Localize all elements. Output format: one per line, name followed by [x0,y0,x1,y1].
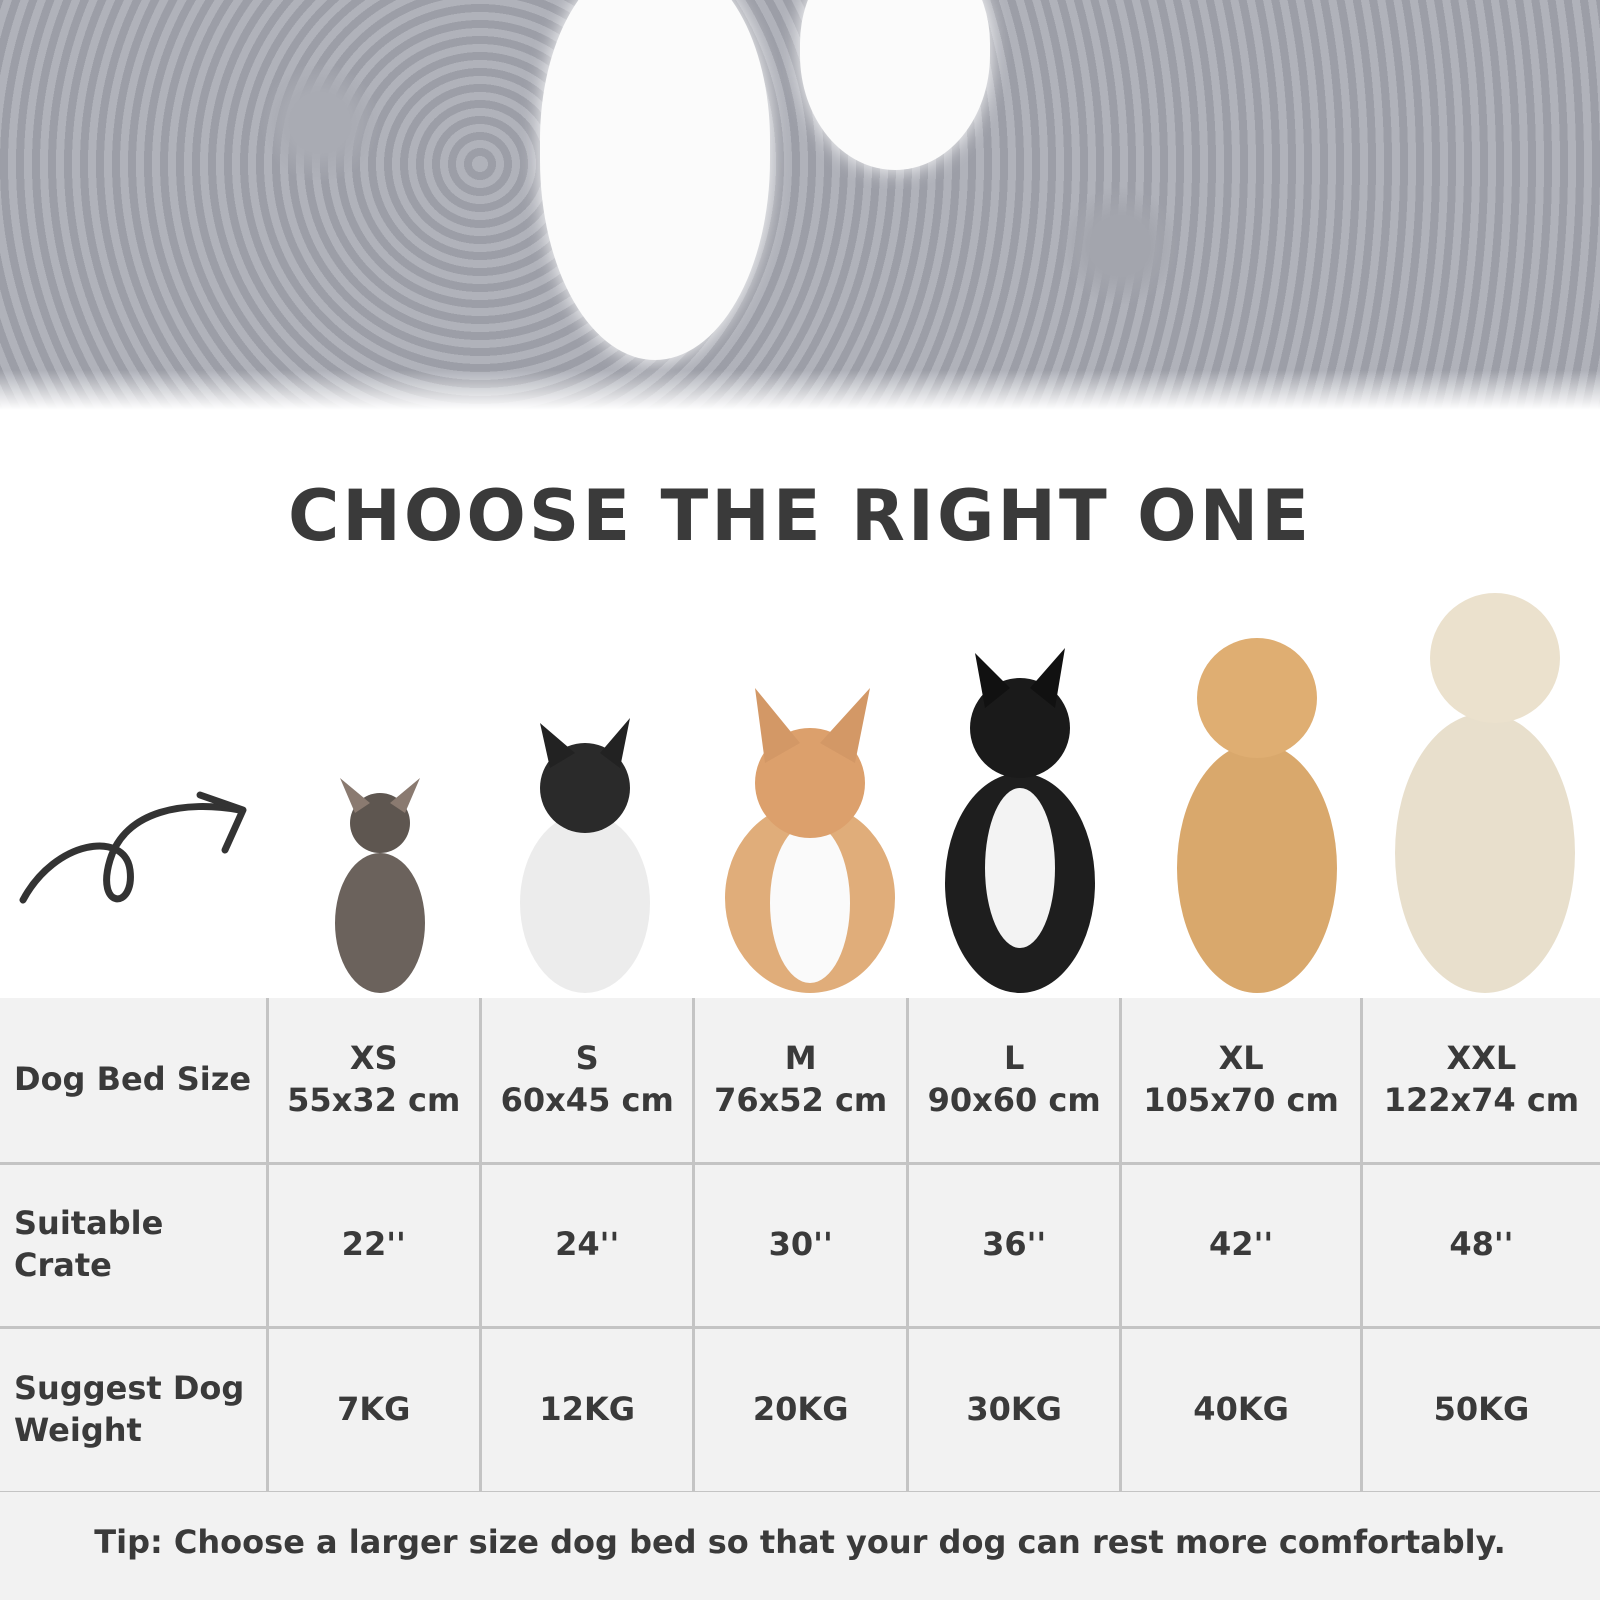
table-cell: 30'' [692,1161,909,1329]
table-cell: 50KG [1359,1325,1600,1494]
cell-line: 90x60 cm [927,1080,1101,1119]
table-row: Suitable Crate 22'' 24'' 30'' 36'' 42'' 48'' [0,1161,1600,1329]
golden-retriever-image [1177,638,1337,993]
row-label: Suitable Crate [0,1161,269,1329]
curly-arrow-icon [19,791,247,904]
cell-line: 48'' [1449,1225,1514,1264]
cell-line: M [784,1039,817,1078]
cell-line: XS [349,1039,398,1078]
table-cell: S 60x45 cm [478,998,696,1165]
table-cell: 7KG [265,1325,482,1494]
cell-line: 50KG [1433,1389,1530,1428]
tip-text: Tip: Choose a larger size dog bed so tha… [0,1492,1600,1600]
table-row: Dog Bed Size XS 55x32 cm S 60x45 cm M 76x52 cm… [0,998,1600,1165]
cell-line: 20KG [752,1389,849,1428]
table-cell: XL 105x70 cm [1119,998,1363,1165]
cell-line: 24'' [555,1225,620,1264]
table-cell: 36'' [905,1161,1123,1329]
border-collie-image [945,648,1095,993]
corgi-image [725,688,895,993]
french-bulldog-image [520,718,650,993]
cell-line: 122x74 cm [1383,1080,1580,1119]
cell-line: 40KG [1193,1389,1289,1428]
table-cell: 40KG [1119,1325,1363,1494]
cell-line: XXL [1446,1039,1517,1078]
row-label: Suggest Dog Weight [0,1325,269,1494]
table-cell: 24'' [478,1161,696,1329]
row-label: Dog Bed Size [0,998,269,1165]
dog-paw [540,0,770,360]
cell-line: 30'' [768,1225,833,1264]
cell-line: XL [1218,1039,1264,1078]
cell-line: 36'' [982,1225,1047,1264]
table-cell: M 76x52 cm [692,998,909,1165]
cell-line: 30KG [966,1389,1062,1428]
table-cell: L 90x60 cm [905,998,1123,1165]
dog-paw [800,0,990,170]
table-cell: 48'' [1359,1161,1600,1329]
cell-line: S [575,1039,599,1078]
table-row: Suggest Dog Weight 7KG 12KG 20KG 30KG 40KG 50K… [0,1325,1600,1494]
cell-line: 12KG [539,1389,635,1428]
chihuahua-image [335,778,425,993]
page-title: CHOOSE THE RIGHT ONE [287,475,1313,557]
cell-line: 105x70 cm [1143,1080,1339,1119]
cell-line: 22'' [341,1225,406,1264]
table-cell: 30KG [905,1325,1123,1494]
table-cell: 20KG [692,1325,909,1494]
table-cell: 22'' [265,1161,482,1329]
size-chart-table: Dog Bed Size XS 55x32 cm S 60x45 cm M 76x52 cm… [0,998,1600,1494]
table-cell: 42'' [1119,1161,1363,1329]
cell-line: L [1003,1039,1025,1078]
cell-line: 42'' [1209,1225,1274,1264]
plush-fur-background [0,0,1600,410]
table-cell: XS 55x32 cm [265,998,482,1165]
dog-size-lineup [0,560,1600,998]
labrador-image [1395,593,1575,993]
cell-line: 60x45 cm [500,1080,674,1119]
table-cell: 12KG [478,1325,696,1494]
cell-line: 55x32 cm [287,1080,461,1119]
cell-line: 7KG [337,1389,411,1428]
table-cell: XXL 122x74 cm [1359,998,1600,1165]
cell-line: 76x52 cm [714,1080,888,1119]
